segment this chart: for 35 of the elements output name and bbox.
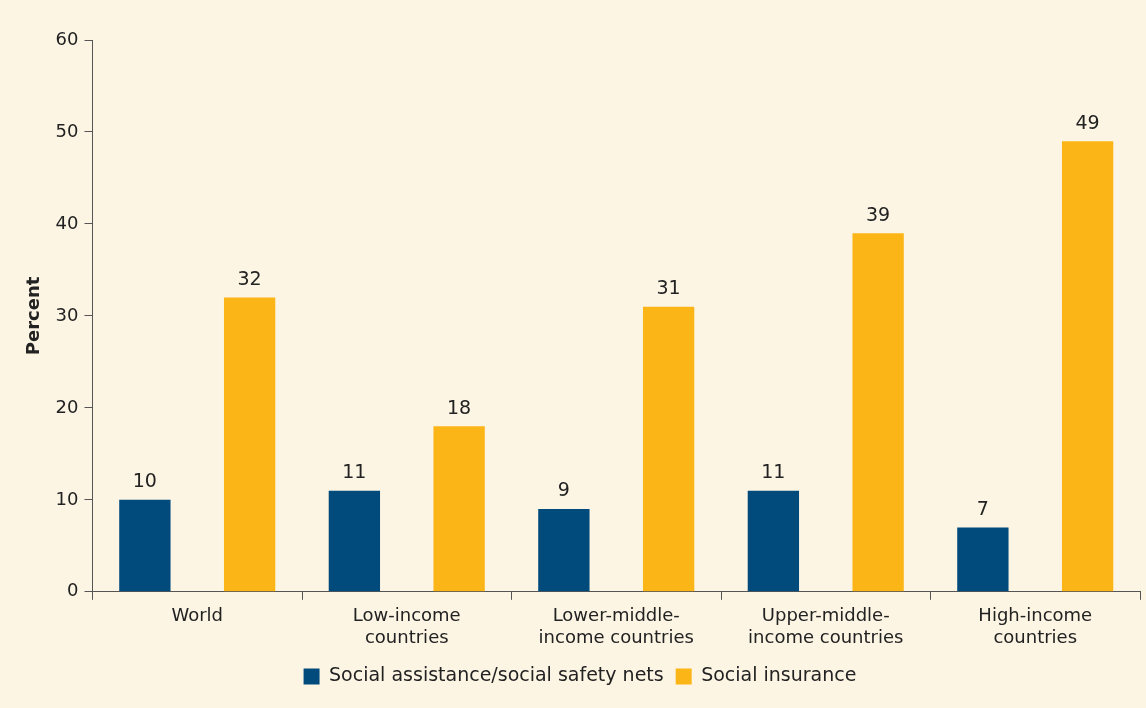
y-tick-label: 10 [55, 487, 79, 509]
data-label: 11 [761, 460, 786, 483]
data-label: 49 [1075, 110, 1100, 133]
bar [747, 490, 800, 592]
y-tick-label: 20 [55, 395, 79, 417]
y-tick-label: 50 [55, 119, 79, 141]
bar [642, 306, 695, 592]
x-tick-label: Lower-middle-income countries [538, 604, 694, 647]
legend-label: Social assistance/social safety nets [329, 663, 664, 686]
bar [538, 509, 590, 592]
bar [328, 490, 381, 592]
data-label: 32 [237, 266, 262, 289]
data-label: 18 [447, 395, 472, 418]
data-label: 9 [557, 478, 570, 501]
data-label: 39 [866, 202, 891, 225]
y-tick-label: 0 [67, 579, 79, 601]
bar [1061, 141, 1114, 592]
y-tick-label: 40 [55, 211, 79, 233]
bar [433, 426, 485, 592]
bar [852, 233, 904, 592]
data-label: 11 [342, 460, 367, 483]
x-tick-label: World [171, 604, 224, 626]
y-tick-label: 30 [55, 303, 79, 325]
x-tick-label: Low-income countries [352, 604, 461, 647]
x-tick-label: Upper-middle-income countries [748, 604, 904, 647]
x-tick-label: High-income countries [978, 604, 1093, 647]
data-label: 7 [976, 496, 989, 519]
y-tick-label: 60 [55, 27, 79, 49]
bar [223, 297, 276, 592]
data-label: 10 [132, 469, 157, 492]
y-axis-title: Percent [22, 276, 44, 356]
data-label: 31 [656, 276, 681, 299]
bar [119, 499, 171, 592]
bar [957, 527, 1009, 592]
legend-label: Social insurance [701, 663, 857, 686]
